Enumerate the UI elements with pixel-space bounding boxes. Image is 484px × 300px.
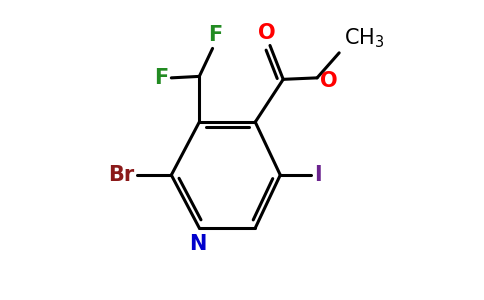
Text: F: F (209, 26, 223, 46)
Text: Br: Br (108, 165, 135, 185)
Text: CH$_3$: CH$_3$ (344, 26, 384, 50)
Text: N: N (189, 234, 207, 254)
Text: I: I (314, 165, 322, 185)
Text: O: O (258, 22, 276, 43)
Text: O: O (320, 71, 338, 91)
Text: F: F (154, 68, 168, 88)
